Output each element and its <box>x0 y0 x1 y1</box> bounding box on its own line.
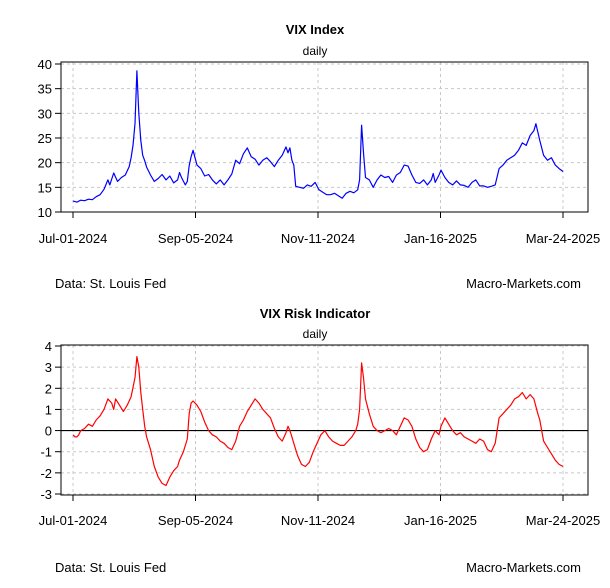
y-tick-label: 0 <box>45 424 52 439</box>
credit: Macro-Markets.com <box>466 276 581 291</box>
x-tick-label: Sep-05-2024 <box>158 513 233 528</box>
plot-area <box>72 70 564 203</box>
y-tick-label: 30 <box>38 106 52 121</box>
y-tick-label: 40 <box>38 57 52 72</box>
x-tick-label: Mar-24-2025 <box>526 513 600 528</box>
plot-frame <box>60 344 589 496</box>
x-tick-label: Sep-05-2024 <box>158 231 233 246</box>
y-tick-label: 35 <box>38 82 52 97</box>
x-tick-label: Jul-01-2024 <box>39 231 108 246</box>
y-tick-label: 4 <box>45 339 52 354</box>
chart-title: VIX Risk Indicator <box>260 306 371 321</box>
y-tick-label: -3 <box>40 487 52 502</box>
data-source: Data: St. Louis Fed <box>55 276 166 291</box>
axes: -3 -2 -1 0 1 2 3 4 Jul-01-2024 Sep-05-2024 Nov-11-… <box>39 339 601 528</box>
series-line <box>72 70 564 203</box>
y-tick-label: 3 <box>45 360 52 375</box>
y-tick-label: 10 <box>38 205 52 220</box>
chart-subtitle: daily <box>303 44 328 58</box>
chart-subtitle: daily <box>303 327 328 341</box>
x-tick-label: Jan-16-2025 <box>404 513 477 528</box>
data-source: Data: St. Louis Fed <box>55 560 166 575</box>
chart-title: VIX Index <box>286 22 345 37</box>
y-tick-label: 25 <box>38 131 52 146</box>
vix-index-panel: VIX Index daily 10 15 20 25 30 35 40 Jul-01-202… <box>38 22 601 291</box>
grid <box>61 345 588 495</box>
series-line <box>72 356 564 487</box>
y-tick-label: -2 <box>40 466 52 481</box>
vix-risk-indicator-panel: VIX Risk Indicator daily -3 -2 -1 0 1 2 3 4 Jul-… <box>39 306 601 575</box>
x-tick-label: Nov-11-2024 <box>281 513 355 528</box>
y-tick-label: 2 <box>45 381 52 396</box>
y-tick-label: 1 <box>45 402 52 417</box>
x-tick-label: Mar-24-2025 <box>526 231 600 246</box>
credit: Macro-Markets.com <box>466 560 581 575</box>
plot-frame <box>60 61 589 213</box>
axes: 10 15 20 25 30 35 40 Jul-01-2024 Sep-05-2024 Nov-… <box>38 57 601 246</box>
y-tick-label: 20 <box>38 156 52 171</box>
y-tick-label: 15 <box>38 180 52 195</box>
x-tick-label: Jan-16-2025 <box>404 231 477 246</box>
x-tick-label: Nov-11-2024 <box>281 231 355 246</box>
y-tick-label: -1 <box>40 445 52 460</box>
x-tick-label: Jul-01-2024 <box>39 513 108 528</box>
plot-area <box>61 356 588 487</box>
